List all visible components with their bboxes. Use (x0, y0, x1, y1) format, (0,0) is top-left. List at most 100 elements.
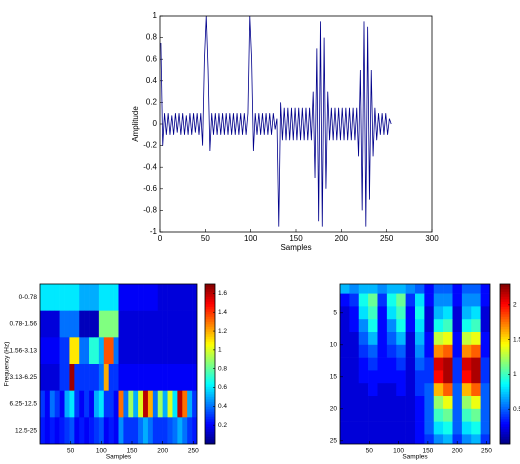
heatmap-cell (167, 337, 173, 365)
heatmap-cell (349, 383, 360, 397)
heatmap-cell (69, 417, 75, 444)
heatmap-cell (152, 310, 159, 338)
heatmap-cell (340, 284, 350, 294)
colorbar-swatch (205, 426, 215, 430)
heatmap-cell (368, 396, 378, 410)
heatmap-cell (415, 344, 425, 358)
colorbar-swatch (205, 399, 215, 402)
heatmap-cell (471, 293, 481, 307)
heatmap-cell (172, 337, 178, 365)
heatmap-cell (113, 390, 119, 418)
heatmap-cell (113, 310, 119, 338)
heatmap-cell (471, 357, 481, 371)
colorbar-swatch (500, 294, 510, 297)
heatmap-cell (368, 344, 378, 358)
colorbar-swatch (500, 424, 510, 427)
heatmap-cell (358, 306, 369, 320)
colorbar-swatch (205, 429, 215, 432)
heatmap-cell (480, 293, 490, 307)
heatmap-cell (133, 310, 139, 338)
colorbar-tick-label: 1.6 (218, 290, 227, 297)
heatmap-cell (433, 306, 444, 320)
heatmap-cell (177, 337, 183, 365)
colorbar-swatch (205, 289, 215, 292)
heatmap-cell (424, 357, 435, 371)
heatmap-cell (340, 370, 350, 384)
heatmap-cell (89, 310, 95, 338)
y-tick-label: 3.13-6.25 (10, 374, 38, 381)
heatmap-cell (480, 306, 490, 320)
colorbar-swatch (500, 289, 510, 292)
heatmap-cell (93, 417, 100, 444)
heatmap-cell (471, 319, 481, 333)
heatmap-cell (192, 284, 197, 311)
colorbar-swatch (205, 441, 215, 445)
heatmap-cell (182, 310, 188, 338)
heatmap-cell (368, 357, 378, 371)
colorbar-swatch (205, 344, 215, 347)
colorbar-swatch (500, 304, 510, 307)
heatmap-cell (128, 364, 134, 391)
heatmap-cell (405, 396, 416, 410)
colorbar-swatch (205, 396, 215, 400)
heatmap-cell (405, 383, 416, 397)
y-tick-label: 0.4 (146, 76, 158, 85)
signal-line (160, 16, 392, 227)
heatmap-cell (424, 421, 435, 435)
colorbar-swatch (205, 436, 215, 440)
heatmap-cell (480, 408, 490, 422)
heatmap-cell (79, 417, 85, 444)
heatmap-cell (415, 284, 425, 294)
colorbar-swatch (500, 291, 510, 295)
colorbar-swatch (205, 404, 215, 407)
heatmap-cell (177, 390, 183, 418)
heatmap-cell (433, 408, 444, 422)
heatmap-cell (424, 383, 435, 397)
heatmap-cell (340, 408, 350, 422)
heatmap-cell (471, 370, 481, 384)
heatmap-cell (128, 284, 134, 311)
heatmap-cell (461, 284, 472, 294)
heatmap-cell (480, 344, 490, 358)
colorbar-tick-label: 1.2 (218, 328, 227, 335)
heatmap-cell (133, 337, 139, 365)
heatmap-cell (143, 364, 149, 391)
heatmap-cell (396, 284, 406, 294)
heatmap-cell (64, 417, 70, 444)
colorbar-swatch (500, 439, 510, 442)
heatmap-cell (386, 434, 397, 444)
heatmap-cell (182, 284, 188, 311)
colorbar-swatch (500, 309, 510, 312)
heatmap-cell (74, 337, 80, 365)
heatmap-cell (461, 370, 472, 384)
x-axis-label: Samples (280, 243, 311, 252)
heatmap-cell (471, 344, 481, 358)
colorbar-swatch (205, 409, 215, 412)
heatmap-cell (138, 390, 144, 418)
x-tick-label: 0 (158, 234, 163, 243)
heatmap-cell (396, 396, 406, 410)
heatmap-cell (358, 332, 369, 346)
heatmap-cell (59, 390, 65, 418)
heatmap-cell (44, 337, 51, 365)
heatmap-cell (138, 364, 144, 391)
heatmap-cell (433, 284, 444, 294)
heatmap-cell (93, 310, 100, 338)
heatmap-cell (386, 306, 397, 320)
y-axis-label: Frequency (Hz) (4, 342, 11, 387)
heatmap-cell (377, 344, 388, 358)
heatmap-cell (98, 390, 105, 418)
colorbar-swatch (500, 339, 510, 342)
heatmap-cell (103, 364, 109, 391)
heatmap-cell (108, 284, 114, 311)
heatmap-cell (44, 390, 51, 418)
heatmap-cell (433, 434, 444, 444)
colorbar-swatch (205, 369, 215, 372)
heatmap-cell (157, 337, 163, 365)
heatmap-cell (424, 370, 435, 384)
heatmap-cell (349, 370, 360, 384)
heatmap-cell (452, 306, 463, 320)
heatmap-cell (349, 293, 360, 307)
heatmap-cell (443, 293, 453, 307)
heatmap-cell (54, 337, 60, 365)
